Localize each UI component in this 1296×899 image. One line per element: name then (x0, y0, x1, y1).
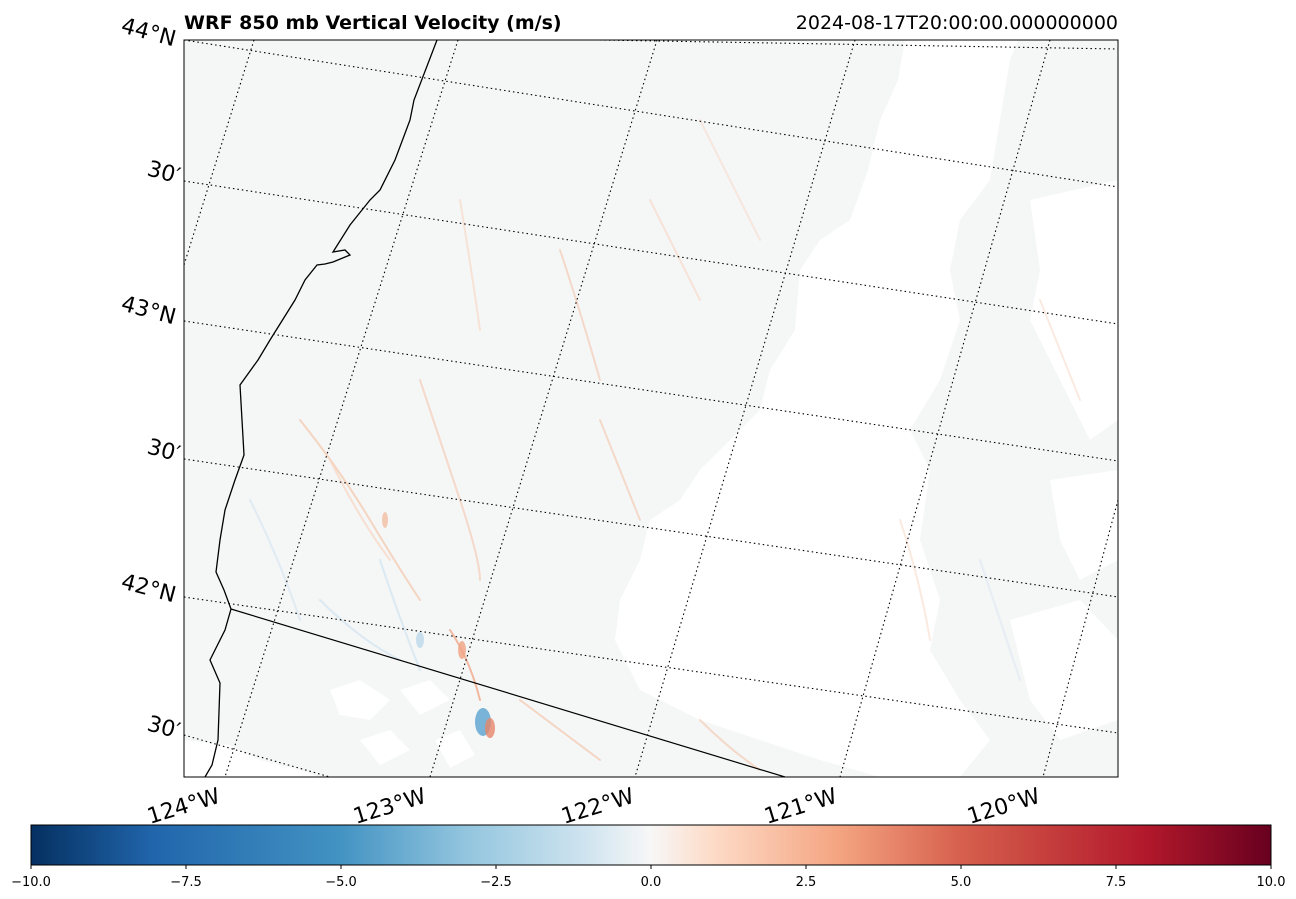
colorbar: −10.0 −7.5 −5.0 −2.5 0.0 2.5 5.0 7.5 10.… (11, 824, 1285, 890)
coastline (204, 40, 438, 777)
velocity-texture (249, 119, 1081, 771)
lat-label-42-30: 30′ (144, 435, 182, 468)
lon-label-120w: 120°W (964, 784, 1043, 830)
colorbar-tick-label: 10.0 (1257, 875, 1286, 890)
map-plot-area (184, 40, 1118, 777)
missing-data-regions (184, 40, 1118, 777)
colorbar-tick-label: 7.5 (1106, 875, 1127, 890)
velocity-hotspots (382, 512, 495, 738)
lat-label-44n: 44°N (118, 14, 178, 53)
colorbar-tick-marks (30, 865, 1272, 869)
colorbar-tick-labels: −10.0 −7.5 −5.0 −2.5 0.0 2.5 5.0 7.5 10.… (11, 875, 1285, 890)
longitude-gridlines (184, 40, 1118, 777)
colorbar-tick-label: 5.0 (951, 875, 972, 890)
colorbar-tick-label: 2.5 (796, 875, 817, 890)
lon-label-124w: 124°W (144, 784, 223, 830)
map-frame (183, 39, 1119, 778)
lat-label-43-30: 30′ (144, 157, 182, 190)
timestamp: 2024-08-17T20:00:00.000000000 (795, 12, 1118, 34)
lon-label-121w: 121°W (761, 784, 840, 830)
colorbar-tick-label: 0.0 (641, 875, 662, 890)
state-border (230, 608, 786, 777)
colorbar-gradient (30, 824, 1272, 866)
latitude-gridlines (184, 40, 1118, 777)
lat-label-43n: 43°N (118, 292, 178, 331)
latitude-labels: 44°N 30′ 43°N 30′ 42°N 30′ (118, 14, 182, 745)
lon-label-123w: 123°W (350, 784, 429, 830)
lat-label-42n: 42°N (118, 570, 178, 609)
lon-label-122w: 122°W (558, 784, 637, 830)
longitude-labels: 124°W 123°W 122°W 121°W 120°W (144, 784, 1043, 830)
colorbar-tick-label: −5.0 (325, 875, 357, 890)
map-title: WRF 850 mb Vertical Velocity (m/s) (184, 12, 562, 34)
colorbar-tick-label: −7.5 (170, 875, 202, 890)
colorbar-tick-label: −2.5 (480, 875, 512, 890)
colorbar-tick-label: −10.0 (11, 875, 51, 890)
lat-label-41-30: 30′ (144, 712, 182, 745)
